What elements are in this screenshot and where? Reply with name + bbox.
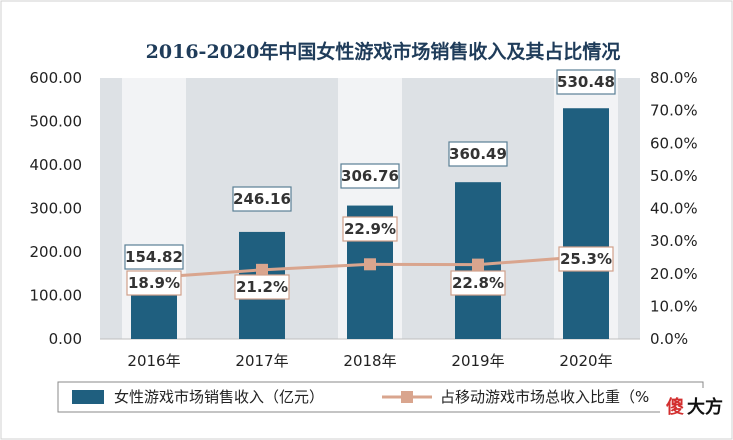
x-axis: 2016年 2017年 2018年 2019年 2020年	[127, 352, 612, 370]
y-left-tick-label: 300.00	[30, 200, 83, 218]
y-right-tick-label: 30.0%	[650, 232, 698, 250]
chart-title: 2016-2020年中国女性游戏市场销售收入及其占比情况	[146, 40, 621, 63]
x-tick-label: 2019年	[451, 352, 504, 370]
line-value-label: 21.2%	[236, 278, 288, 296]
line-value-label: 22.9%	[344, 220, 396, 238]
line-value-label: 22.8%	[452, 274, 504, 292]
bar-value-label: 154.82	[125, 248, 183, 266]
y-right-tick-label: 50.0%	[650, 167, 698, 185]
line-value-box	[450, 270, 506, 296]
x-tick-label: 2017年	[235, 352, 288, 370]
legend-line-marker	[401, 391, 413, 403]
line-value-label: 18.9%	[128, 274, 180, 292]
y-left-tick-label: 200.00	[30, 243, 83, 261]
legend-bar-label: 女性游戏市场销售收入（亿元）	[114, 388, 324, 406]
watermark-bg	[660, 388, 720, 422]
bar-value-label: 530.48	[557, 73, 615, 91]
y-axis-right: 0.0% 10.0% 20.0% 30.0% 40.0% 50.0% 60.0% 70.0% 8…	[650, 69, 698, 348]
legend-line-label: 占移动游戏市场总收入比重（%	[440, 388, 649, 406]
bar	[563, 108, 609, 339]
y-left-tick-label: 500.00	[30, 113, 83, 131]
bar-value-box	[340, 163, 400, 189]
line-value-box	[558, 246, 614, 272]
line-value-box	[342, 216, 398, 242]
y-left-tick-label: 0.00	[49, 330, 82, 348]
watermark-red-char: 傻	[666, 396, 684, 418]
data-labels: 154.82 246.16 306.76 360.49 530.48 18.9% 21.2%…	[124, 69, 616, 300]
y-left-tick-label: 100.00	[30, 287, 83, 305]
y-left-tick-label: 400.00	[30, 156, 83, 174]
x-tick-label: 2018年	[343, 352, 396, 370]
watermark-text: 大方	[687, 396, 723, 418]
x-tick-label: 2016年	[127, 352, 180, 370]
bar-value-label: 360.49	[449, 145, 507, 163]
watermark: 傻 大方	[660, 388, 723, 422]
line-value-box	[126, 270, 182, 296]
y-right-tick-label: 40.0%	[650, 200, 698, 218]
line-point	[472, 258, 484, 271]
bar-value-label: 246.16	[233, 190, 291, 208]
line-point	[256, 263, 268, 276]
bar-value-box	[124, 244, 184, 270]
legend-bar-swatch	[72, 390, 104, 404]
bar-value-box	[448, 141, 508, 167]
line-point	[364, 258, 376, 271]
y-right-tick-label: 70.0%	[650, 102, 698, 120]
y-axis-left: 0.00 100.00 200.00 300.00 400.00 500.00 600.00	[30, 69, 83, 348]
bar-value-box	[232, 186, 292, 212]
bar-value-label: 306.76	[341, 167, 399, 185]
x-tick-label: 2020年	[559, 352, 612, 370]
y-right-tick-label: 60.0%	[650, 134, 698, 152]
y-right-tick-label: 80.0%	[650, 69, 698, 87]
line-value-box	[234, 274, 290, 300]
legend: 女性游戏市场销售收入（亿元） 占移动游戏市场总收入比重（%	[57, 381, 704, 413]
line-value-label: 25.3%	[560, 250, 612, 268]
y-right-tick-label: 0.0%	[650, 330, 688, 348]
bar-value-box	[556, 69, 616, 95]
legend-box	[57, 381, 704, 413]
y-left-tick-label: 600.00	[30, 69, 83, 87]
y-right-tick-label: 20.0%	[650, 265, 698, 283]
y-right-tick-label: 10.0%	[650, 297, 698, 315]
